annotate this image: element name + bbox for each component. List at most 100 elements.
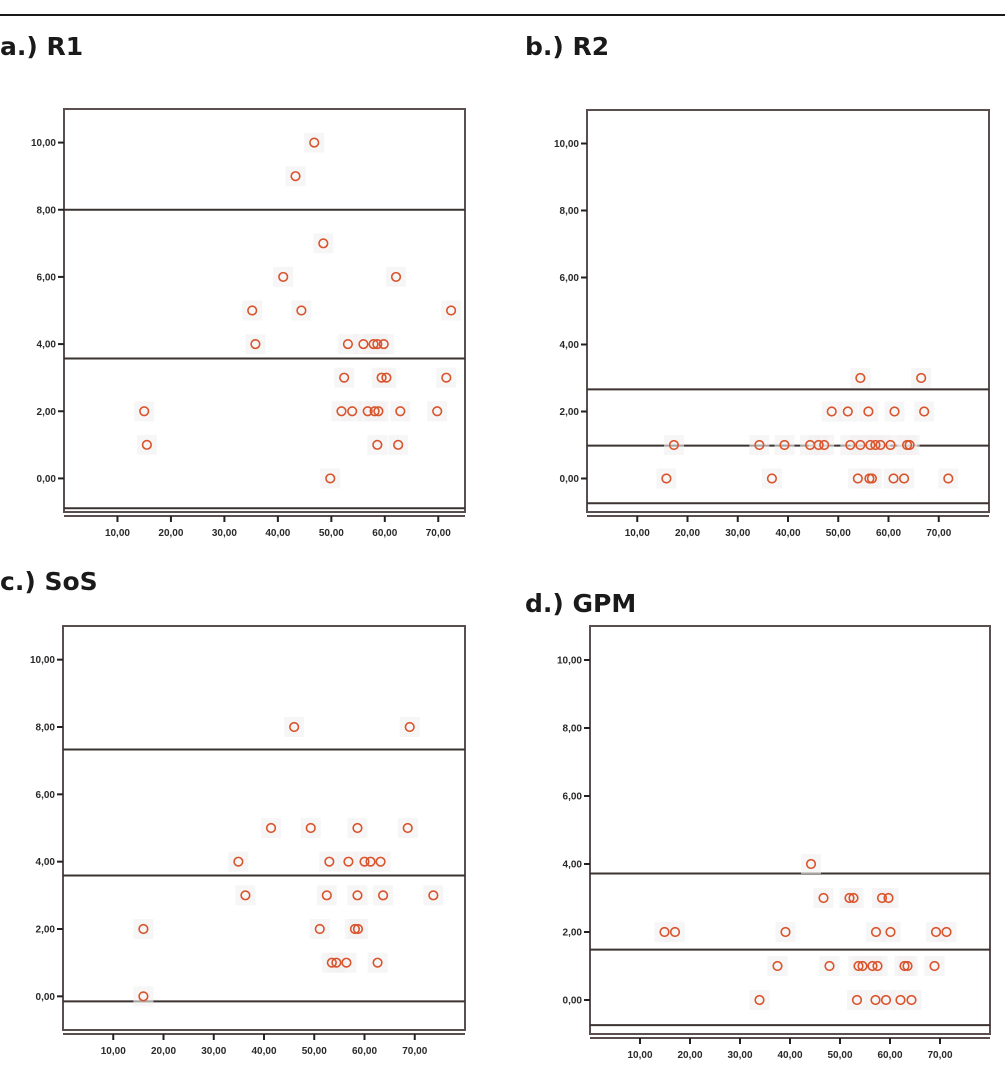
data-point	[377, 890, 389, 901]
data-point	[390, 271, 402, 283]
data-point	[824, 960, 835, 972]
data-point	[372, 439, 383, 450]
marker-shadow	[665, 922, 685, 942]
marker-shadow	[749, 435, 770, 455]
plot-frame	[589, 625, 991, 1035]
data-point	[445, 305, 457, 316]
data-point	[941, 926, 952, 938]
x-tick-label: 10,00	[105, 528, 130, 539]
marker-shadow	[347, 818, 368, 838]
marker-shadow	[880, 922, 901, 942]
marker-shadow	[897, 956, 918, 976]
data-point	[250, 338, 261, 350]
data-point	[343, 856, 354, 867]
x-tick-label: 30,00	[727, 1050, 752, 1061]
data-point	[895, 994, 906, 1006]
data-point	[866, 473, 878, 484]
data-point	[314, 923, 325, 935]
data-point	[339, 372, 350, 383]
y-tick-label: 4,00	[563, 860, 583, 871]
data-point	[324, 856, 335, 867]
data-point	[352, 890, 363, 901]
data-point	[661, 473, 672, 484]
marker-shadow	[319, 851, 340, 872]
y-tick-label: 10,00	[554, 139, 579, 150]
y-tick-label: 8,00	[37, 205, 57, 216]
data-point	[395, 406, 406, 417]
data-point	[342, 338, 354, 350]
marker-shadow	[285, 166, 306, 187]
marker-shadow	[338, 851, 359, 872]
data-point	[349, 923, 361, 935]
marker-shadow	[370, 851, 391, 872]
marker-shadow	[316, 885, 337, 906]
x-tick-label: 60,00	[352, 1046, 377, 1057]
x-tick-label: 70,00	[927, 1050, 952, 1061]
marker-shadow	[136, 434, 157, 455]
data-point	[818, 892, 829, 904]
marker-shadow	[663, 435, 684, 455]
marker-shadow	[399, 717, 420, 737]
marker-shadow	[837, 401, 858, 422]
data-point	[872, 960, 883, 972]
marker-shadow	[894, 468, 915, 489]
marker-shadow	[821, 401, 842, 422]
data-point	[819, 439, 830, 451]
marker-shadow	[850, 368, 871, 388]
data-point	[138, 991, 149, 1002]
marker-shadow	[373, 885, 394, 906]
marker-shadow	[914, 401, 935, 422]
marker-shadow	[388, 434, 409, 455]
data-point	[867, 960, 878, 972]
data-point	[376, 372, 387, 383]
data-point	[766, 473, 778, 484]
data-point	[428, 890, 439, 901]
marker-shadow	[133, 986, 154, 1007]
marker-shadow	[245, 334, 266, 355]
x-tick-label: 20,00	[151, 1046, 176, 1057]
data-point	[904, 439, 915, 451]
marker-shadow	[342, 401, 363, 422]
y-tick-label: 0,00	[36, 992, 56, 1003]
marker-shadow	[291, 300, 312, 321]
data-point	[240, 890, 251, 901]
data-point	[336, 406, 347, 417]
data-point	[378, 338, 389, 350]
data-point	[233, 856, 244, 867]
marker-shadow	[427, 401, 448, 422]
x-tick-label: 40,00	[777, 1050, 802, 1061]
x-tick-label: 10,00	[627, 1050, 652, 1061]
y-tick-label: 4,00	[560, 340, 580, 351]
x-tick-label: 20,00	[158, 528, 183, 539]
data-point	[372, 338, 383, 350]
marker-shadow	[273, 266, 294, 287]
marker-shadow	[880, 435, 901, 455]
data-point	[375, 856, 386, 867]
data-point	[876, 892, 888, 904]
data-point	[889, 406, 900, 417]
y-tick-label: 8,00	[36, 723, 56, 734]
data-point	[372, 957, 383, 968]
y-tick-label: 0,00	[37, 474, 57, 485]
y-tick-label: 0,00	[560, 474, 580, 485]
marker-shadow	[336, 952, 357, 973]
x-tick-label: 50,00	[826, 528, 851, 539]
x-tick-label: 60,00	[372, 528, 397, 539]
marker-shadow	[801, 854, 821, 874]
x-tick-label: 50,00	[302, 1046, 327, 1057]
data-point	[943, 473, 954, 484]
data-point	[870, 439, 881, 451]
y-tick-label: 10,00	[30, 655, 55, 666]
data-point	[278, 271, 289, 283]
data-point	[296, 305, 307, 316]
data-point	[404, 721, 415, 733]
panel-gpm: d.) GPM 0,00 2,00 4,00 6,00 8,00 10,00 10,00 20,…	[525, 589, 991, 1061]
data-point	[929, 960, 940, 972]
data-point	[885, 439, 896, 451]
data-point	[880, 994, 892, 1006]
marker-shadow	[284, 717, 305, 737]
y-tick-label: 10,00	[31, 138, 56, 149]
data-point	[668, 439, 680, 451]
marker-shadow	[924, 956, 945, 976]
marker-shadow	[373, 334, 394, 355]
